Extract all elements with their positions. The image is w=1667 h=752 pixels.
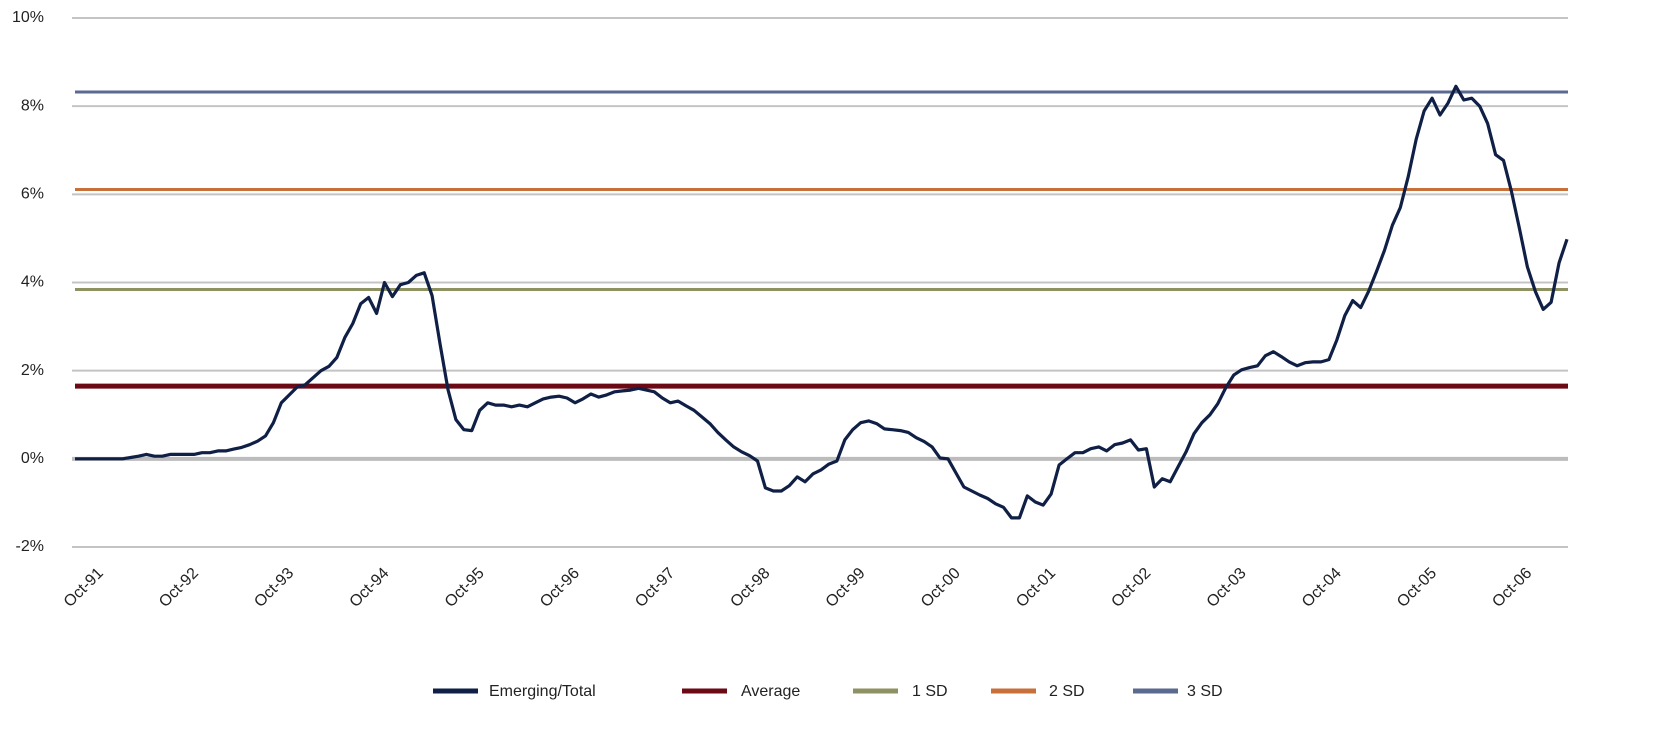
x-tick-label: Oct-99 bbox=[823, 565, 869, 611]
x-tick-label: Oct-02 bbox=[1108, 565, 1154, 611]
x-tick-label: Oct-03 bbox=[1204, 565, 1250, 611]
y-tick-label: 0% bbox=[21, 450, 44, 467]
y-tick-label: 2% bbox=[21, 362, 44, 379]
legend-label: 3 SD bbox=[1187, 683, 1223, 700]
x-tick-label: Oct-96 bbox=[537, 565, 583, 611]
x-tick-label: Oct-00 bbox=[918, 565, 964, 611]
x-tick-label: Oct-93 bbox=[251, 565, 297, 611]
data-line bbox=[75, 84, 1569, 520]
legend-label: Average bbox=[741, 683, 800, 700]
x-tick-label: Oct-97 bbox=[632, 565, 678, 611]
x-tick-label: Oct-05 bbox=[1394, 565, 1440, 611]
y-tick-label: 6% bbox=[21, 186, 44, 203]
x-tick-label: Oct-95 bbox=[442, 565, 488, 611]
x-tick-label: Oct-04 bbox=[1299, 565, 1345, 611]
x-tick-label: Oct-94 bbox=[347, 565, 393, 611]
legend-label: Emerging/Total bbox=[489, 683, 596, 700]
x-tick-label: Oct-92 bbox=[156, 565, 202, 611]
y-tick-label: -2% bbox=[16, 538, 44, 555]
legend-label: 1 SD bbox=[912, 683, 948, 700]
y-tick-label: 10% bbox=[12, 9, 44, 26]
x-tick-label: Oct-91 bbox=[61, 565, 107, 611]
x-tick-label: Oct-98 bbox=[727, 565, 773, 611]
y-tick-label: 8% bbox=[21, 97, 44, 114]
x-tick-label: Oct-06 bbox=[1489, 565, 1535, 611]
x-tick-label: Oct-01 bbox=[1013, 565, 1059, 611]
y-tick-label: 4% bbox=[21, 274, 44, 291]
legend-label: 2 SD bbox=[1049, 683, 1085, 700]
